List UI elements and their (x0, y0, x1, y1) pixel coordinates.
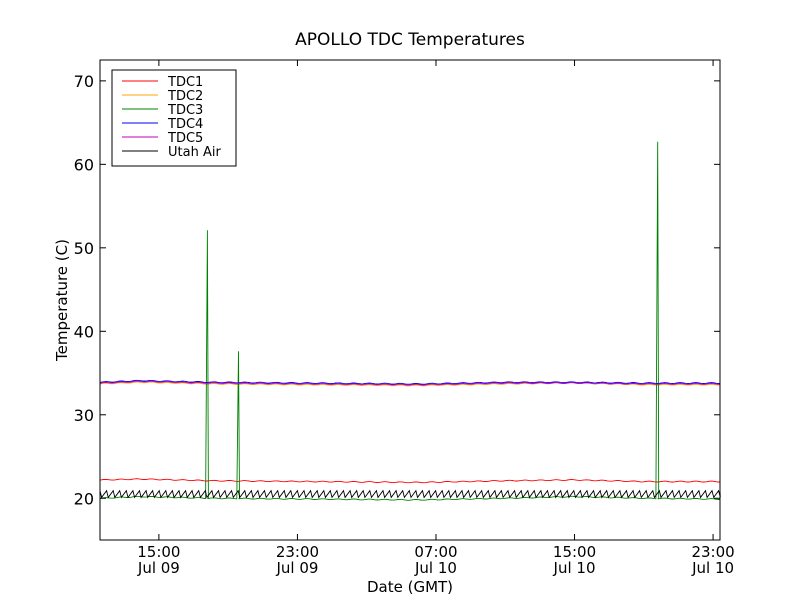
legend-label: TDC5 (167, 131, 203, 146)
series-line-tdc4 (99, 379, 720, 385)
legend-label: Utah Air (168, 145, 221, 160)
series-line-tdc3 (99, 141, 720, 501)
legend-label: TDC1 (167, 75, 203, 90)
y-tick-label: 20 (74, 489, 94, 508)
x-tick-label-time: 07:00 (414, 543, 457, 561)
x-tick-label-date: Jul 09 (275, 559, 318, 577)
x-tick-label-time: 23:00 (276, 543, 319, 561)
x-tick-label-date: Jul 10 (691, 559, 734, 577)
y-tick-label: 40 (74, 322, 94, 341)
x-tick-label-time: 15:00 (553, 543, 596, 561)
series-line-utah-air (99, 489, 721, 499)
x-tick-label-date: Jul 10 (414, 559, 457, 577)
legend-label: TDC2 (167, 89, 203, 104)
y-tick-label: 30 (74, 406, 94, 425)
y-tick-label: 60 (74, 155, 94, 174)
legend-label: TDC4 (167, 117, 203, 132)
y-axis-label: Temperature (C) (53, 239, 71, 362)
legend-label: TDC3 (167, 103, 203, 118)
chart-title: APOLLO TDC Temperatures (295, 30, 525, 50)
series-line-tdc1 (99, 478, 720, 484)
plot-frame (99, 59, 721, 541)
x-axis-label: Date (GMT) (367, 578, 453, 596)
x-tick-label-date: Jul 09 (137, 559, 180, 577)
y-tick-label: 70 (74, 72, 94, 91)
series-line-tdc2 (99, 381, 720, 387)
legend-box (111, 69, 237, 167)
x-tick-label-time: 23:00 (691, 543, 734, 561)
y-tick-label: 50 (74, 239, 94, 258)
x-tick-label-date: Jul 10 (553, 559, 596, 577)
series-layer (99, 141, 721, 501)
series-line-tdc5 (99, 380, 720, 386)
x-tick-label-time: 15:00 (137, 543, 180, 561)
